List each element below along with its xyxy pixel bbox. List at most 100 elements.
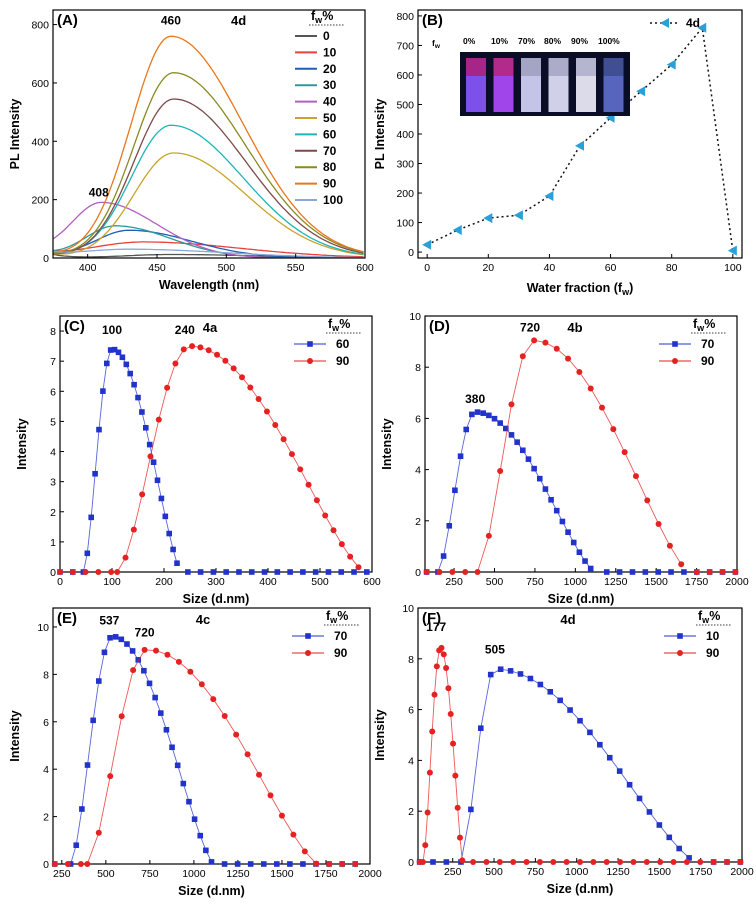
- data-point: [474, 569, 481, 575]
- data-point: [452, 772, 459, 779]
- y-tick-label: 6: [50, 386, 56, 398]
- zero-point: [719, 569, 726, 575]
- data-point: [577, 717, 583, 724]
- data-point: [536, 475, 543, 482]
- peak-annotation: 380: [465, 392, 485, 406]
- data-point: [214, 351, 221, 358]
- data-point: [88, 514, 94, 521]
- zero-point: [536, 859, 543, 865]
- legend-swatch-marker-10: [677, 633, 683, 639]
- compound-label: 4d: [231, 13, 246, 28]
- data-point: [107, 634, 113, 641]
- legend-label-fw-60: 60: [323, 127, 337, 141]
- data-point: [191, 816, 198, 822]
- data-point: [118, 713, 125, 720]
- zero-point: [657, 859, 664, 865]
- y-tick-label: 10: [37, 622, 49, 634]
- y-tick-label: 100: [396, 218, 414, 230]
- zero-point: [338, 569, 345, 575]
- data-point: [559, 518, 566, 525]
- x-tick-label: 0: [424, 262, 430, 274]
- zero-point: [287, 569, 293, 575]
- inset-column-label: 0%: [463, 36, 476, 46]
- data-point: [646, 809, 653, 815]
- vial-top: [548, 58, 569, 76]
- inset-column-label: 100%: [598, 36, 620, 46]
- data-point: [355, 564, 362, 571]
- x-axis-title: Size (d.nm): [178, 884, 245, 898]
- x-tick-label: 0: [57, 576, 63, 588]
- data-point: [474, 409, 481, 415]
- zero-point: [436, 569, 443, 575]
- y-tick-label: 400: [31, 136, 49, 148]
- data-point: [576, 549, 583, 556]
- data-point: [164, 651, 171, 658]
- x-tick-label: 750: [141, 868, 159, 880]
- data-point: [175, 658, 182, 665]
- zero-point: [247, 861, 254, 867]
- data-point: [330, 527, 337, 534]
- data-point: [513, 210, 523, 221]
- zero-point: [287, 861, 293, 867]
- data-point: [244, 751, 251, 758]
- data-point: [152, 694, 158, 701]
- zero-point: [510, 859, 517, 865]
- zero-point: [443, 859, 450, 865]
- data-point: [570, 539, 577, 546]
- x-tick-label: 1000: [564, 576, 588, 588]
- vial-top: [576, 58, 596, 76]
- inset-photo: [460, 52, 630, 116]
- vial-top: [603, 58, 624, 76]
- x-tick-label: 1000: [565, 866, 589, 878]
- x-tick-label: 500: [486, 576, 504, 588]
- data-point: [542, 339, 549, 346]
- data-point: [347, 553, 354, 560]
- data-point: [278, 812, 285, 819]
- data-point: [440, 651, 447, 658]
- data-point: [146, 680, 153, 687]
- zero-point: [737, 859, 744, 865]
- zero-point: [326, 861, 333, 867]
- panel-label: (D): [429, 318, 450, 335]
- peak-annotation: 408: [89, 186, 109, 200]
- data-point: [447, 710, 454, 717]
- x-tick-label: 1500: [270, 868, 294, 880]
- y-tick-label: 0: [415, 567, 421, 579]
- series-line-4d: [426, 25, 734, 251]
- zero-point: [351, 569, 357, 575]
- zero-point: [274, 569, 281, 575]
- data-point: [527, 675, 534, 682]
- x-tick-label: 1750: [314, 868, 338, 880]
- x-tick-label: 400: [259, 576, 277, 588]
- x-tick-label: 2000: [730, 866, 754, 878]
- data-point: [189, 343, 196, 350]
- x-axis-title: Size (d.nm): [547, 882, 614, 896]
- legend-label-fw-10: 10: [706, 629, 720, 643]
- panel-label: (E): [57, 610, 77, 627]
- data-point: [582, 558, 588, 564]
- y-tick-label: 600: [31, 78, 49, 90]
- x-axis-title: Size (d.nm): [548, 592, 615, 606]
- data-point: [153, 647, 160, 654]
- y-tick-label: 0: [408, 857, 414, 869]
- x-axis-title: Size (d.nm): [183, 592, 250, 606]
- zero-point: [603, 859, 610, 865]
- data-point: [456, 834, 463, 841]
- x-tick-label: 1500: [644, 576, 668, 588]
- data-point: [438, 644, 445, 651]
- x-tick-label: 80: [666, 262, 678, 274]
- y-tick-label: 300: [396, 159, 414, 171]
- panel-f-dls: 250 500 750 1000 1250 1500 1750 2000 0 2 4 6 8 10 Size…: [373, 603, 754, 896]
- data-point: [222, 357, 229, 364]
- x-tick-label: 40: [544, 262, 556, 274]
- data-point: [95, 829, 102, 836]
- x-tick-label: 600: [356, 262, 374, 274]
- x-tick-label: 400: [79, 262, 97, 274]
- x-tick-label: 500: [97, 868, 115, 880]
- series-line-fw-60: [82, 349, 178, 573]
- data-point: [676, 845, 682, 852]
- zero-point: [221, 861, 228, 867]
- panel-label: (F): [422, 610, 441, 627]
- compound-label: 4c: [196, 612, 210, 627]
- y-tick-label: 10: [402, 603, 414, 615]
